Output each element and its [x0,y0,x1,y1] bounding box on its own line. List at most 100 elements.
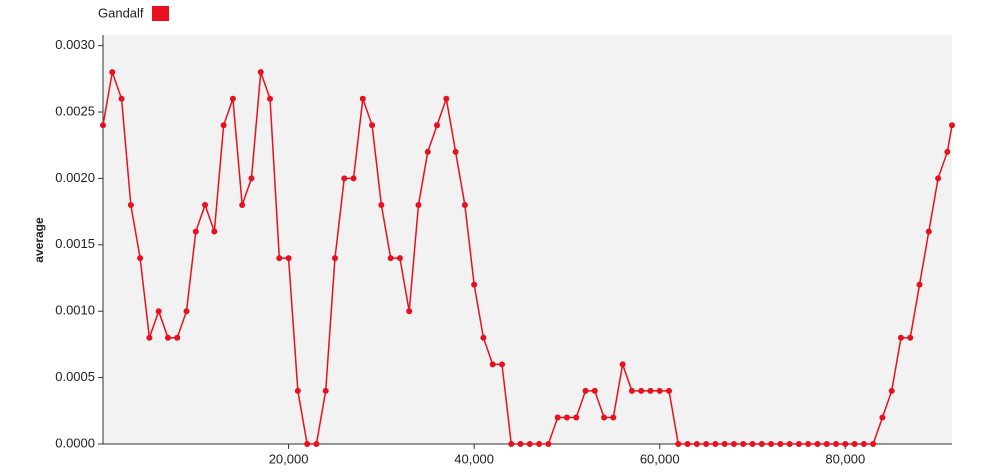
data-point [842,441,849,447]
data-point [331,255,338,262]
data-point [740,441,747,447]
data-point [526,441,533,447]
data-point [276,255,283,262]
data-point [313,441,320,447]
data-point [350,175,357,182]
data-point [127,201,134,208]
data-point [155,308,162,315]
data-point [619,361,626,368]
data-point [461,201,468,208]
y-tick-label: 0.0010 [55,303,95,318]
data-point [239,201,246,208]
data-point [229,95,236,102]
data-point [647,387,654,394]
data-point [322,387,329,394]
data-point [183,308,190,315]
data-point [415,201,422,208]
data-point [341,175,348,182]
data-point [703,441,710,447]
data-point [285,255,292,262]
data-point [949,122,955,129]
data-point [786,441,793,447]
data-point [434,122,441,129]
data-point [582,387,589,394]
data-point [712,441,719,447]
data-point [814,441,821,447]
data-point [768,441,775,447]
data-point [628,387,635,394]
data-point [248,175,255,182]
data-point [870,441,877,447]
plot-area [103,35,952,444]
y-tick-label: 0.0000 [55,435,95,450]
data-point [359,95,366,102]
data-point [851,441,858,447]
y-tick-label: 0.0025 [55,103,95,118]
data-point [220,122,227,129]
data-point [888,387,895,394]
legend-swatch [152,6,169,21]
data-point [610,414,617,421]
data-point [424,148,431,155]
data-point [666,387,672,394]
data-point [452,148,459,155]
data-point [508,441,515,447]
data-point [202,201,209,208]
data-point [118,95,125,102]
data-point [944,148,951,155]
data-point [860,441,867,447]
data-point [777,441,784,447]
data-point [489,361,496,368]
data-point [601,414,608,421]
data-point [137,255,144,262]
data-point [109,69,116,76]
data-point [369,122,376,129]
data-point [146,334,153,341]
data-point [823,441,830,447]
data-point [935,175,942,182]
data-point [675,441,682,447]
data-point [211,228,218,235]
data-point [378,201,385,208]
data-point [758,441,765,447]
data-point [498,361,505,368]
data-point [916,281,923,288]
y-tick-label: 0.0005 [55,369,95,384]
data-point [536,441,543,447]
data-point [517,441,524,447]
data-point [387,255,394,262]
data-point [907,334,914,341]
data-point [749,441,756,447]
y-tick-label: 0.0020 [55,170,95,185]
data-point [480,334,487,341]
y-tick-label: 0.0030 [55,37,95,52]
data-point [164,334,171,341]
data-point [684,441,691,447]
data-point [257,69,264,76]
data-point [406,308,413,315]
data-point [100,122,106,129]
data-point [443,95,450,102]
x-tick-label: 40,000 [454,451,494,466]
data-point [304,441,311,447]
data-point [174,334,181,341]
data-point [795,441,802,447]
data-point [396,255,403,262]
legend-label: Gandalf [98,5,144,20]
x-tick-label: 80,000 [825,451,865,466]
y-axis-label: average [32,217,46,263]
x-tick-label: 60,000 [640,451,680,466]
data-point [638,387,645,394]
y-tick-label: 0.0015 [55,236,95,251]
data-point [192,228,199,235]
data-point [573,414,580,421]
data-point [471,281,478,288]
data-point [833,441,840,447]
data-point [925,228,932,235]
data-point [897,334,904,341]
data-point [805,441,812,447]
data-point [545,441,552,447]
data-point [554,414,561,421]
data-point [693,441,700,447]
